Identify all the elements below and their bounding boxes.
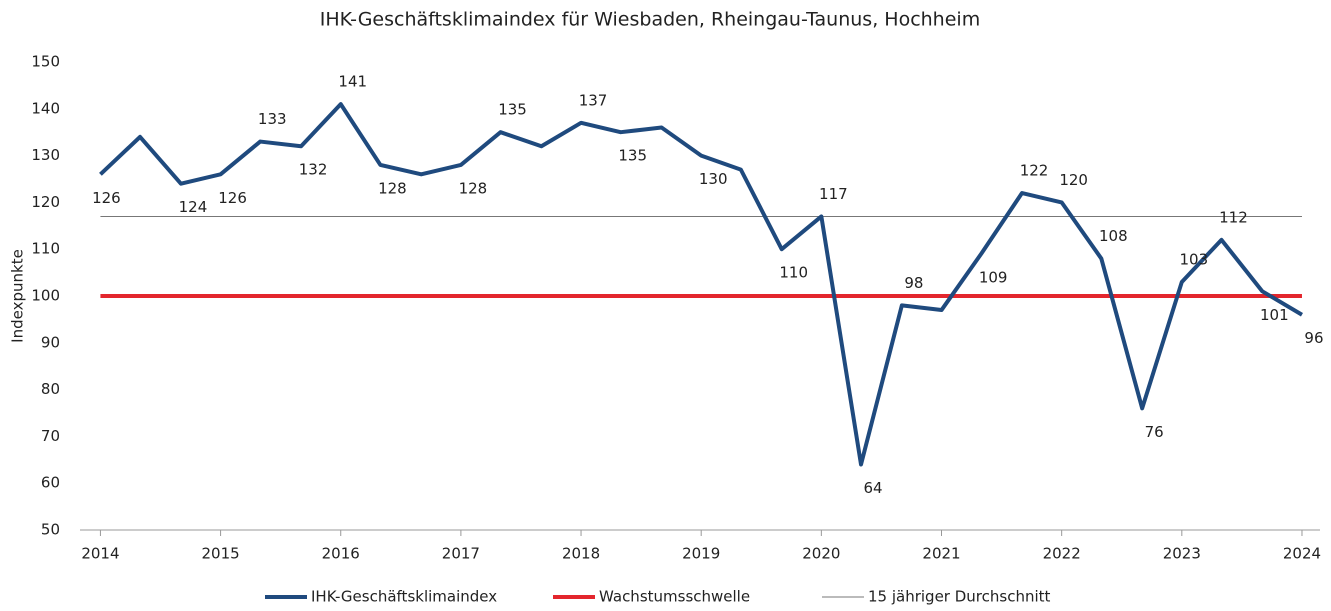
data-label: 137	[579, 91, 608, 109]
data-label: 110	[779, 264, 808, 282]
x-tick-label: 2020	[802, 545, 840, 563]
legend-label: Wachstumsschwelle	[599, 588, 750, 606]
y-axis-title: Indexpunkte	[9, 249, 27, 343]
y-tick-label: 70	[41, 427, 60, 445]
chart-title: IHK-Geschäftsklimaindex für Wiesbaden, R…	[320, 9, 980, 31]
data-label: 103	[1180, 250, 1209, 268]
series-line	[99, 102, 1303, 467]
y-tick-label: 100	[31, 287, 60, 305]
data-label: 128	[378, 179, 407, 197]
x-tick-label: 2019	[682, 545, 720, 563]
legend-label: IHK-Geschäftsklimaindex	[311, 588, 497, 606]
y-tick-label: 120	[31, 193, 60, 211]
data-label: 120	[1059, 171, 1088, 189]
x-tick-label: 2018	[562, 545, 600, 563]
x-tick-label: 2024	[1283, 545, 1321, 563]
data-label: 130	[699, 170, 728, 188]
data-label: 109	[979, 268, 1008, 286]
y-tick-label: 90	[41, 333, 60, 351]
data-label: 108	[1099, 227, 1128, 245]
data-label: 126	[92, 189, 121, 207]
data-label: 141	[338, 73, 367, 91]
data-label: 126	[218, 189, 247, 207]
y-tick-label: 130	[31, 146, 60, 164]
x-tick-label: 2016	[322, 545, 360, 563]
data-label: 101	[1260, 306, 1289, 324]
x-tick-label: 2017	[442, 545, 480, 563]
x-tick-label: 2023	[1163, 545, 1201, 563]
y-tick-label: 150	[31, 53, 60, 71]
x-tick-label: 2022	[1043, 545, 1081, 563]
y-tick-label: 60	[41, 474, 60, 492]
data-label: 117	[819, 185, 848, 203]
data-label: 132	[299, 161, 328, 179]
data-label: 76	[1145, 423, 1164, 441]
y-tick-label: 50	[41, 521, 60, 539]
x-tick-label: 2014	[81, 545, 119, 563]
data-label: 96	[1304, 329, 1323, 347]
data-label: 124	[179, 198, 208, 216]
data-label: 112	[1219, 208, 1248, 226]
legend-label: 15 jähriger Durchschnitt	[868, 588, 1051, 606]
data-label: 128	[459, 179, 488, 197]
data-label: 122	[1020, 162, 1049, 180]
data-label: 135	[618, 147, 647, 165]
x-tick-label: 2015	[201, 545, 239, 563]
data-label: 135	[498, 101, 527, 119]
y-tick-label: 80	[41, 380, 60, 398]
x-tick-label: 2021	[922, 545, 960, 563]
data-label: 98	[904, 274, 923, 292]
data-label: 64	[863, 479, 882, 497]
y-tick-label: 140	[31, 99, 60, 117]
data-label: 133	[258, 110, 287, 128]
y-tick-label: 110	[31, 240, 60, 258]
